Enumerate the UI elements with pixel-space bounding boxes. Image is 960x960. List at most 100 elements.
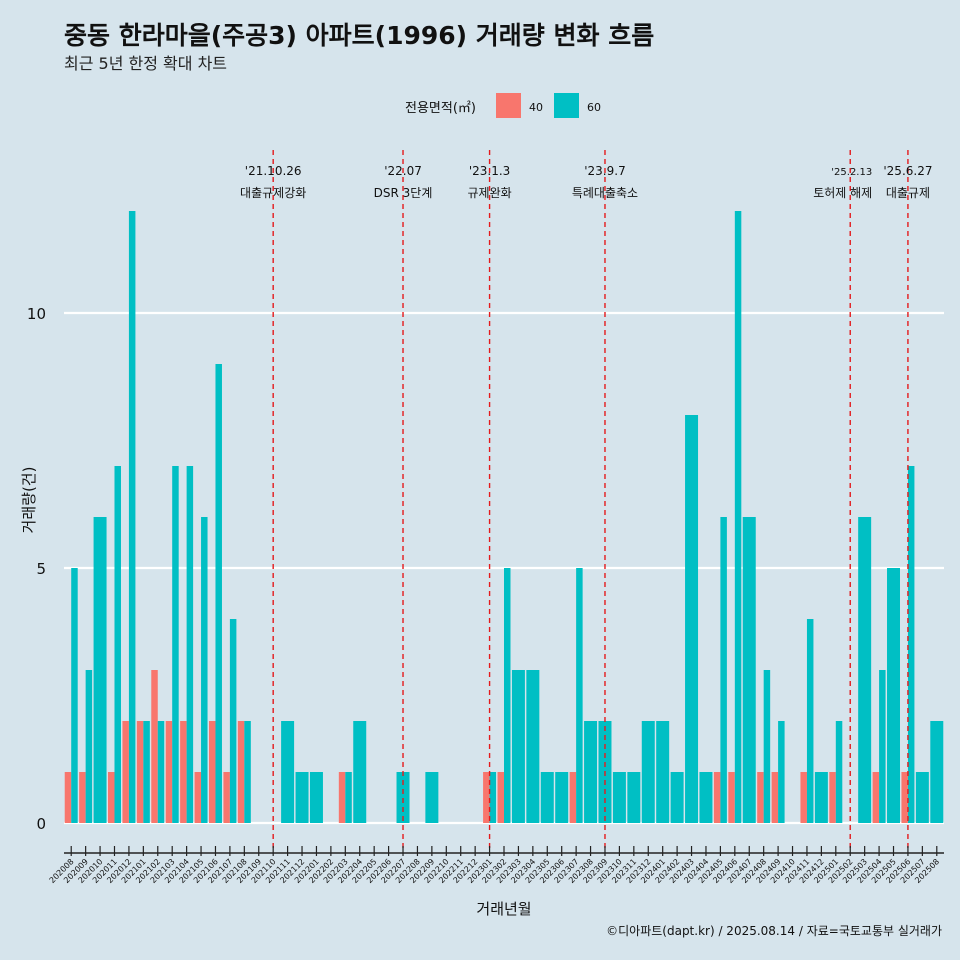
- bar-60-202307: [576, 568, 583, 823]
- bar-40-202411: [800, 772, 807, 823]
- bar-60-202504: [879, 670, 886, 823]
- bar-40-202408: [757, 772, 764, 823]
- bar-60-202304: [526, 670, 540, 823]
- event-label: 토허제 해제: [813, 186, 872, 200]
- bar-40-202012: [122, 721, 129, 823]
- bar-60-202401: [656, 721, 670, 823]
- bar-60-202108: [244, 721, 251, 823]
- bar-40-202501: [829, 772, 836, 823]
- bar-60-202406: [734, 211, 742, 823]
- bar-40-202106: [208, 721, 216, 823]
- bar-60-202402: [670, 772, 684, 823]
- bar-40-202406: [728, 772, 735, 823]
- bar-40-202108: [237, 721, 245, 823]
- bar-60-202209: [425, 772, 439, 823]
- bar-60-202102: [157, 721, 165, 823]
- legend-title: 전용면적(㎡): [405, 101, 476, 116]
- legend: 전용면적(㎡) 40 60: [405, 93, 601, 118]
- event-date: '21.10.26: [245, 164, 302, 178]
- bar-60-202311: [627, 772, 641, 823]
- bar-40-202405: [713, 772, 721, 823]
- bar-40-202203: [338, 772, 346, 823]
- legend-label-40: 40: [529, 101, 543, 114]
- bar-60-202508: [930, 721, 944, 823]
- event-date: '22.07: [384, 164, 422, 178]
- bar-60-202305: [540, 772, 554, 823]
- bar-60-202301: [489, 772, 497, 823]
- bar-60-202412: [814, 772, 828, 823]
- event-lines: '21.10.26 대출규제강화 '22.07 DSR 3단계 '23.1.3 규제완화 '…: [240, 150, 932, 850]
- bar-40-202101: [136, 721, 144, 823]
- event-label: DSR 3단계: [374, 186, 433, 200]
- bar-60-202306: [555, 772, 569, 823]
- bar-60-202506: [907, 466, 915, 823]
- bar-60-202409: [778, 721, 785, 823]
- y-axis: 0 5 10: [27, 305, 46, 833]
- event-label: 규제완화: [467, 186, 511, 200]
- bar-60-202207: [396, 772, 410, 823]
- bar-40-202011: [108, 772, 115, 823]
- bar-40-202105: [194, 772, 202, 823]
- bar-60-202012: [128, 211, 136, 823]
- bar-60-202501: [835, 721, 843, 823]
- y-tick-label: 5: [36, 560, 46, 578]
- bar-60-202507: [915, 772, 929, 823]
- bar-60-202105: [201, 517, 208, 823]
- event-date: '25.2.13: [831, 167, 872, 178]
- bar-40-202301: [483, 772, 490, 823]
- bar-60-202101: [143, 721, 150, 823]
- bar-60-202010: [93, 517, 107, 823]
- bar-60-202308: [584, 721, 598, 823]
- bar-60-202011: [114, 466, 121, 823]
- bar-60-202106: [215, 364, 222, 823]
- bar-60-202103: [172, 466, 179, 823]
- bar-60-202505: [887, 568, 900, 823]
- chart-subtitle: 최근 5년 한정 확대 차트: [64, 54, 227, 73]
- bar-40-202103: [165, 721, 173, 823]
- bars: [64, 211, 944, 823]
- legend-swatch-60: [554, 93, 579, 118]
- bar-60-202204: [353, 721, 367, 823]
- event-date: '25.6.27: [883, 164, 932, 178]
- bar-60-202201: [309, 772, 323, 823]
- bar-60-202405: [720, 517, 727, 823]
- bar-40-202504: [872, 772, 880, 823]
- bar-60-202310: [612, 772, 626, 823]
- bar-60-202303: [511, 670, 525, 823]
- bar-60-202008: [71, 568, 78, 823]
- bar-40-202409: [771, 772, 779, 823]
- chart-title: 중동 한라마을(주공3) 아파트(1996) 거래량 변화 흐름: [64, 21, 654, 50]
- bar-60-202403: [685, 415, 699, 823]
- bar-40-202104: [180, 721, 187, 823]
- x-axis-title: 거래년월: [476, 900, 531, 918]
- bar-60-202107: [229, 619, 237, 823]
- bar-60-202112: [295, 772, 309, 823]
- bar-60-202009: [85, 670, 93, 823]
- bar-40-202307: [569, 772, 577, 823]
- bar-40-202008: [64, 772, 72, 823]
- bar-60-202407: [742, 517, 756, 823]
- y-tick-label: 10: [27, 305, 46, 323]
- bar-60-202302: [504, 568, 511, 823]
- bar-60-202404: [699, 772, 713, 823]
- event-label: 대출규제: [886, 186, 930, 200]
- y-tick-label: 0: [36, 815, 46, 833]
- bar-60-202503: [858, 517, 872, 823]
- event-label: 대출규제강화: [240, 186, 306, 200]
- x-axis: 2020082020092020102020112020122021012021…: [48, 846, 944, 885]
- event-date: '23.1.3: [469, 164, 510, 178]
- event-date: '23.9.7: [584, 164, 625, 178]
- legend-label-60: 60: [587, 101, 601, 114]
- caption: ©디아파트(dapt.kr) / 2025.08.14 / 자료=국토교통부 실…: [606, 924, 942, 938]
- bar-60-202203: [345, 772, 352, 823]
- bar-40-202506: [901, 772, 908, 823]
- bar-60-202104: [186, 466, 194, 823]
- legend-swatch-40: [496, 93, 521, 118]
- bar-40-202102: [151, 670, 158, 823]
- bar-60-202312: [641, 721, 655, 823]
- y-axis-title: 거래량(건): [20, 467, 38, 534]
- bar-40-202107: [223, 772, 230, 823]
- bar-60-202111: [281, 721, 295, 823]
- bar-60-202411: [806, 619, 814, 823]
